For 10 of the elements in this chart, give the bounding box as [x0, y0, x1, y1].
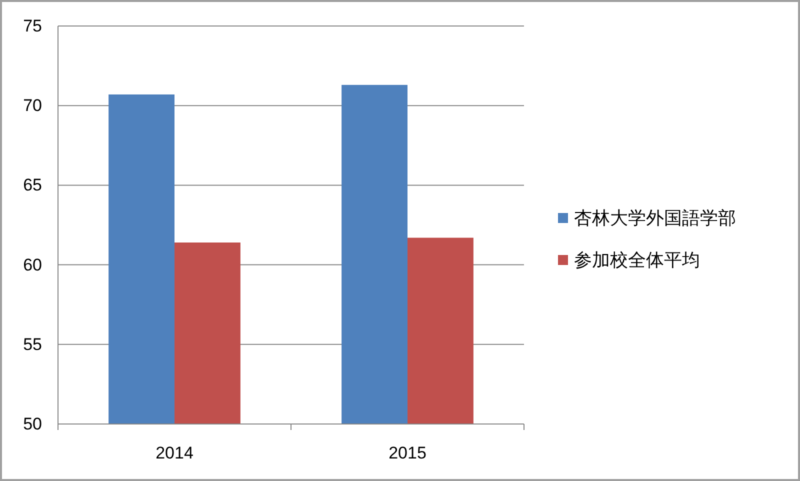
x-tick-label: 2014: [156, 444, 194, 462]
legend-label: 参加校全体平均: [574, 250, 700, 270]
y-tick-label: 50: [23, 414, 42, 434]
x-tick-label: 2015: [388, 444, 426, 462]
y-tick-label: 75: [23, 16, 42, 36]
legend-label: 杏林大学外国語学部: [574, 208, 736, 228]
y-tick-label: 55: [23, 334, 42, 354]
y-tick-label: 70: [23, 96, 42, 116]
y-tick-label: 65: [23, 176, 42, 195]
y-tick-label: 60: [23, 255, 42, 274]
